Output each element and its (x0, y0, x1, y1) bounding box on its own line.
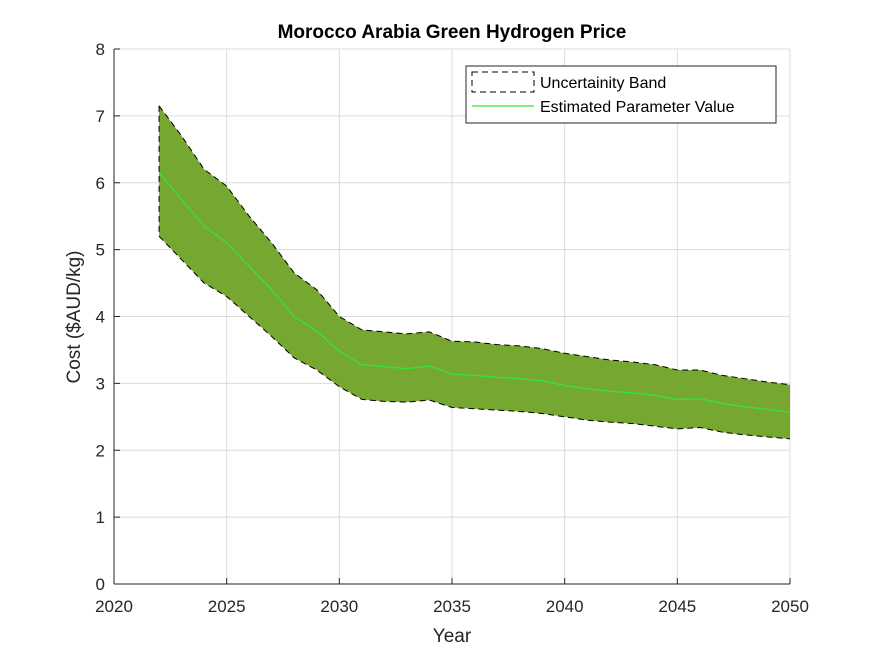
chart-title: Morocco Arabia Green Hydrogen Price (278, 22, 627, 43)
estimate-line (158, 172, 791, 413)
x-axis-label: Year (433, 626, 472, 647)
y-tick-label: 5 (96, 241, 105, 260)
y-tick-label: 0 (96, 575, 105, 594)
x-tick-label: 2020 (95, 597, 133, 616)
uncertainty-band-layer (158, 105, 791, 440)
legend-band-label: Uncertainity Band (540, 75, 666, 92)
y-tick-label: 6 (96, 174, 105, 193)
legend-line-label: Estimated Parameter Value (540, 99, 735, 116)
y-tick-label: 2 (96, 441, 105, 460)
y-tick-labels: 0 1 2 3 4 5 6 7 8 (96, 40, 105, 594)
x-tick-labels: 2020 2025 2030 2035 2040 2045 2050 (95, 597, 809, 616)
x-tick-label: 2050 (771, 597, 809, 616)
y-axis-label: Cost ($AUD/kg) (64, 250, 85, 383)
axes (113, 48, 791, 585)
x-tick-label: 2030 (320, 597, 358, 616)
y-tick-label: 3 (96, 374, 105, 393)
x-tick-label: 2045 (658, 597, 696, 616)
uncertainty-band-lower-edge (158, 235, 791, 440)
y-tick-label: 1 (96, 508, 105, 527)
x-tick-label: 2040 (546, 597, 584, 616)
y-tick-label: 4 (96, 308, 105, 327)
estimate-line-layer (158, 172, 791, 413)
legend-band-swatch (471, 71, 535, 93)
x-tick-label: 2025 (208, 597, 246, 616)
legend-box (465, 65, 777, 124)
uncertainty-band-upper-edge (158, 105, 791, 386)
x-tick-label: 2035 (433, 597, 471, 616)
y-tick-label: 8 (96, 40, 105, 59)
y-tick-label: 7 (96, 107, 105, 126)
uncertainty-band-fill (159, 105, 790, 439)
legend: Uncertainity Band Estimated Parameter Va… (465, 65, 777, 124)
